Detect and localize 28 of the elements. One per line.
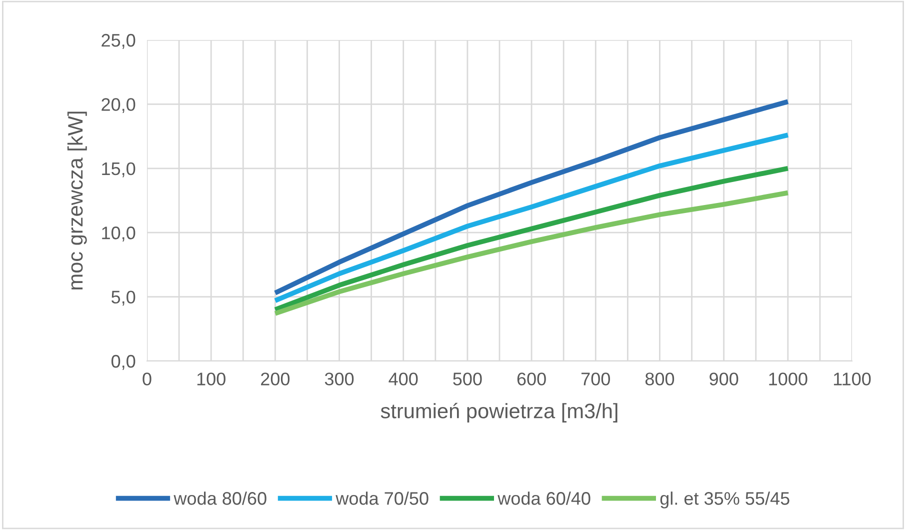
x-tick-label: 900 — [710, 372, 738, 386]
line-series — [272, 132, 790, 304]
y-tick-label: 5,0 — [112, 290, 136, 306]
legend-label: woda 70/50 — [336, 492, 428, 505]
x-tick-label: 1000 — [769, 372, 808, 386]
x-tick-label: 0 — [142, 372, 152, 386]
line-series — [272, 99, 790, 296]
line-series — [272, 166, 790, 312]
legend-label: woda 80/60 — [174, 492, 266, 505]
y-tick-label: 25,0 — [102, 34, 136, 49]
x-tick-label: 800 — [645, 372, 674, 386]
x-tick-label: 600 — [517, 372, 546, 386]
y-tick-label: 10,0 — [102, 226, 136, 242]
y-tick-label: 0,0 — [111, 354, 136, 370]
x-tick-label: 100 — [197, 372, 226, 386]
x-tick-label: 300 — [324, 372, 354, 386]
legend-label: gl. et 35% 55/45 — [660, 492, 790, 508]
y-axis-title: moc grzewcza [kW] — [67, 112, 87, 290]
legend-label: woda 60/40 — [498, 492, 590, 505]
x-tick-label: 1100 — [834, 372, 871, 386]
x-tick-label: 200 — [261, 372, 290, 386]
y-tick-label: 20,0 — [102, 98, 136, 114]
x-axis-title: strumień powietrza [m3/h] — [380, 402, 618, 422]
x-tick-label: 400 — [388, 372, 418, 386]
line-series — [272, 190, 790, 316]
x-tick-label: 700 — [582, 372, 610, 386]
x-tick-label: 500 — [453, 372, 482, 386]
y-tick-label: 15,0 — [102, 162, 136, 178]
